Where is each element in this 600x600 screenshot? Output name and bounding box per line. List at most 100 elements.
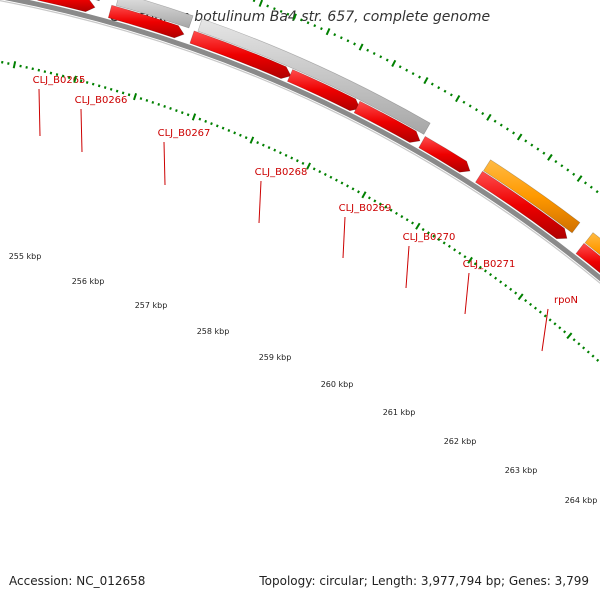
outer-minor-tick [530, 143, 534, 147]
outer-minor-tick [252, 0, 256, 3]
ruler-minor-tick [529, 302, 533, 306]
outer-major-tick [486, 113, 492, 121]
outer-minor-tick [536, 147, 540, 151]
ruler-minor-tick [499, 280, 503, 284]
ruler-minor-tick [175, 109, 178, 113]
gene-cds [353, 100, 421, 143]
ruler-minor-tick [61, 74, 65, 78]
outer-minor-tick [333, 33, 337, 37]
outer-minor-tick [566, 168, 570, 172]
ruler-minor-tick [318, 170, 322, 174]
ruler-minor-tick [426, 231, 430, 235]
ruler-minor-tick [340, 181, 344, 185]
ruler-minor-tick [572, 338, 576, 342]
ruler-minor-tick [79, 79, 83, 83]
ruler-minor-tick [91, 82, 95, 86]
ruler-major-tick [191, 113, 197, 121]
outer-minor-tick [411, 72, 415, 76]
outer-minor-tick [589, 185, 593, 189]
outer-minor-tick [474, 108, 478, 112]
ruler-minor-tick [463, 255, 467, 259]
ruler-minor-tick [163, 104, 166, 108]
gene-cds [37, 0, 96, 13]
ruler-minor-tick [543, 314, 547, 318]
ruler-minor-tick [394, 211, 398, 215]
outer-minor-tick [583, 181, 587, 185]
kbp-label: 255 kbp [9, 252, 42, 261]
ruler-minor-tick [210, 122, 213, 126]
callout-line [405, 245, 410, 289]
ruler-minor-tick [538, 310, 542, 314]
outer-minor-tick [443, 89, 447, 93]
outer-minor-tick [430, 82, 434, 86]
outer-minor-tick [398, 65, 402, 69]
gene-cds [107, 4, 185, 39]
outer-minor-tick [286, 12, 290, 16]
backbone-inner [0, 0, 600, 284]
gene-clj-b0268-0270 [197, 18, 431, 135]
gene-callouts: CLJ_B0265 CLJ_B0266 CLJ_B0267 CLJ_B0268 CLJ_… [33, 75, 578, 352]
ruler-minor-tick [227, 129, 231, 132]
gene-clj-b0267 [115, 0, 194, 29]
ruler-minor-tick [389, 208, 393, 212]
ruler-minor-tick [596, 358, 600, 362]
ruler-minor-tick [421, 227, 425, 232]
ruler-minor-tick [582, 346, 586, 350]
gene-label-rpon: rpoN [554, 295, 578, 306]
gene-cds [189, 30, 292, 79]
outer-major-tick [292, 13, 297, 21]
ruler-major-tick [467, 256, 473, 264]
ruler-minor-tick [378, 202, 382, 206]
outer-minor-tick [560, 164, 564, 168]
ruler-major-tick [12, 61, 17, 69]
gene-cds [575, 242, 600, 274]
ruler-minor-tick [453, 248, 457, 252]
outer-minor-tick [320, 27, 323, 31]
outer-minor-tick [542, 151, 546, 155]
outer-minor-tick [512, 131, 516, 135]
kbp-label: 262 kbp [444, 437, 477, 446]
outer-minor-tick [346, 39, 350, 43]
gene-clj-b0266 [95, 0, 100, 2]
outer-minor-tick [299, 18, 303, 22]
ruler-minor-tick [97, 84, 101, 88]
outer-minor-tick [405, 68, 409, 72]
ruler-minor-tick [273, 148, 277, 152]
kbp-label: 257 kbp [135, 301, 168, 310]
callout-line [464, 272, 470, 315]
ruler-minor-tick [221, 126, 225, 130]
ruler-major-tick [133, 92, 138, 101]
ruler-minor-tick [244, 136, 248, 140]
outer-minor-tick [372, 51, 376, 56]
ruler-minor-tick [346, 184, 349, 188]
ruler-minor-tick [563, 330, 567, 334]
callout-line [38, 88, 41, 137]
outer-minor-tick [313, 24, 317, 28]
callout-line [541, 308, 549, 352]
accession-text: Accession: NC_012658 [9, 574, 146, 588]
gene-tracks [37, 0, 600, 274]
outer-major-tick [423, 77, 429, 85]
ruler-minor-tick [329, 175, 333, 179]
callout-line [342, 216, 346, 259]
outer-major-tick [547, 153, 553, 161]
gene-label-clj-b0269: CLJ_B0269 [339, 203, 392, 214]
ruler-minor-tick [586, 350, 590, 354]
ruler-minor-tick [558, 326, 562, 330]
ruler-minor-tick [115, 89, 119, 93]
ruler-minor-tick [267, 146, 271, 150]
outer-minor-tick [306, 21, 310, 25]
ruler-minor-tick [157, 102, 161, 106]
ruler-major-tick [361, 191, 367, 199]
ruler-minor-tick [127, 93, 131, 97]
ruler-minor-tick [55, 73, 59, 76]
gene-label-clj-b0266: CLJ_B0266 [75, 95, 128, 106]
outer-major-tick [391, 59, 397, 67]
kbp-label: 261 kbp [383, 408, 416, 417]
outer-minor-tick [505, 127, 509, 131]
ruler-minor-tick [494, 276, 498, 280]
gene-label-clj-b0268: CLJ_B0268 [255, 167, 308, 178]
kbp-label: 263 kbp [505, 466, 538, 475]
ruler-minor-tick [43, 70, 47, 74]
outer-minor-tick [595, 190, 599, 194]
